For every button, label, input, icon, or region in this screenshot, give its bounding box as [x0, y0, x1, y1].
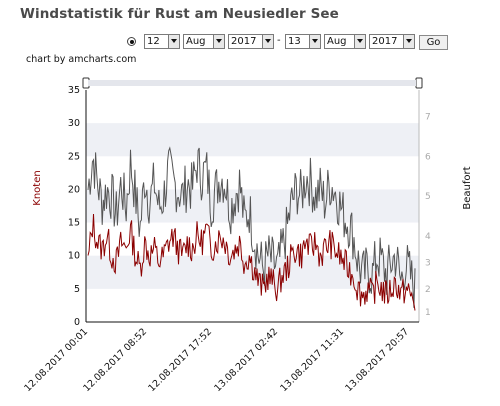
y-tick-label: 35: [68, 85, 80, 96]
from-year-value: 2017: [231, 36, 257, 47]
beaufort-series-line: [87, 146, 416, 308]
to-month-value: Aug: [327, 36, 347, 47]
chevron-down-icon: [168, 35, 179, 48]
knots-series-line: [87, 213, 416, 311]
from-day-select[interactable]: 12: [144, 34, 180, 49]
chevron-down-icon: [262, 35, 273, 48]
y-tick-label: 30: [68, 118, 80, 129]
scrollbar-track[interactable]: [88, 80, 416, 86]
y2-tick-label: 2: [425, 285, 431, 295]
x-tick-label: 13.08.2017 02:42: [212, 326, 280, 394]
y-tick-label: 10: [68, 251, 80, 262]
date-separator: -: [277, 35, 281, 46]
grid-band: [86, 123, 419, 157]
to-year-value: 2017: [372, 36, 398, 47]
x-tick-label: 12.08.2017 17:52: [146, 326, 214, 394]
y-tick-label: 15: [68, 218, 80, 229]
chevron-down-icon: [309, 35, 320, 48]
chevron-down-icon: [213, 35, 224, 48]
chevron-down-icon: [354, 35, 365, 48]
scroll-handle-right[interactable]: [415, 77, 423, 89]
to-year-select[interactable]: 2017: [369, 34, 415, 49]
y2-tick-label: 4: [425, 232, 431, 242]
go-button[interactable]: Go: [419, 35, 448, 50]
date-range-radio[interactable]: [127, 37, 136, 46]
to-month-select[interactable]: Aug: [324, 34, 366, 49]
y-tick-label: 25: [68, 151, 80, 162]
x-tick-label: 12.08.2017 08:52: [81, 326, 149, 394]
chevron-down-icon: [403, 35, 414, 48]
from-month-value: Aug: [186, 36, 206, 47]
y-tick-label: 0: [74, 317, 80, 328]
from-day-value: 12: [147, 36, 160, 47]
y2-tick-label: 6: [425, 152, 431, 162]
y2-tick-label: 3: [425, 258, 431, 268]
y2-axis-label: Beaufort: [462, 166, 473, 209]
page-title: Windstatistik für Rust am Neusiedler See: [20, 6, 339, 22]
x-tick-label: 13.08.2017 11:31: [278, 326, 346, 394]
to-day-value: 13: [288, 36, 301, 47]
y2-tick-label: 5: [425, 192, 431, 202]
y-tick-label: 5: [74, 284, 80, 295]
to-day-select[interactable]: 13: [285, 34, 321, 49]
y2-tick-label: 7: [425, 113, 431, 123]
y-axis-label: Knoten: [32, 170, 43, 205]
x-tick-label: 12.08.2017 00:01: [22, 326, 90, 394]
y2-tick-label: 1: [425, 308, 431, 318]
from-month-select[interactable]: Aug: [183, 34, 225, 49]
y-tick-label: 20: [68, 184, 80, 195]
chart-credit: chart by amcharts.com: [26, 54, 137, 65]
from-year-select[interactable]: 2017: [228, 34, 274, 49]
x-tick-label: 13.08.2017 20:57: [343, 326, 411, 394]
